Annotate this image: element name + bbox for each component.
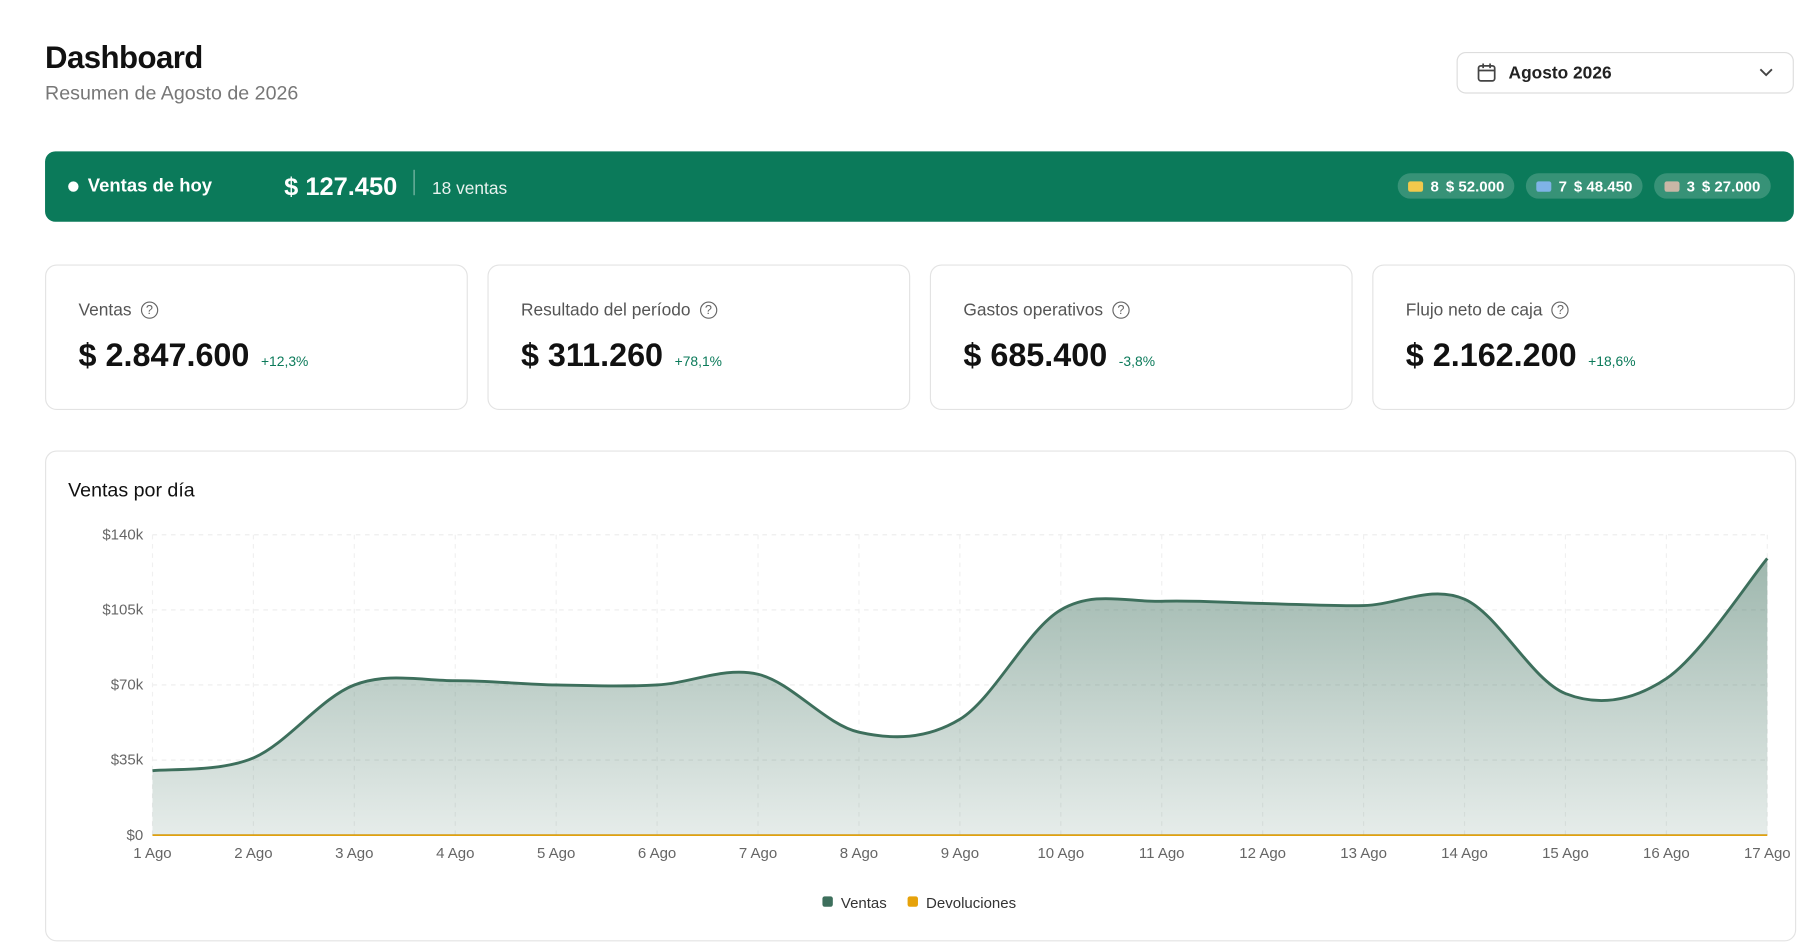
kpi-label: Ventas: [78, 300, 132, 320]
today-label: Ventas de hoy: [87, 176, 213, 197]
kpi-value-row: $ 2.847.600 +12,3%: [79, 337, 309, 374]
method-amount: $ 52.000: [1445, 177, 1505, 195]
x-tick-label: 12 Ago: [1239, 845, 1286, 862]
method-icon: [1408, 180, 1424, 192]
legend-swatch: [822, 896, 833, 907]
page-title: Dashboard: [45, 40, 203, 76]
x-tick-label: 13 Ago: [1340, 845, 1387, 862]
payment-chip: 3 $ 27.000: [1654, 173, 1771, 199]
payment-chip: 8 $ 52.000: [1398, 173, 1515, 199]
x-tick-label: 8 Ago: [840, 845, 878, 862]
x-tick-label: 1 Ago: [133, 845, 171, 862]
x-tick-label: 16 Ago: [1643, 845, 1690, 862]
kpi-label: Gastos operativos: [963, 300, 1104, 320]
kpi-label-row: Ventas?: [79, 300, 159, 320]
y-tick-label: $70k: [111, 677, 144, 694]
kpi-label: Resultado del período: [520, 300, 691, 320]
y-tick-label: $35k: [111, 752, 144, 769]
x-tick-label: 6 Ago: [638, 845, 676, 862]
x-tick-label: 10 Ago: [1037, 845, 1084, 862]
method-icon: [1536, 180, 1552, 192]
today-total: $ 127.450: [284, 172, 398, 201]
kpi-label: Flujo neto de caja: [1405, 300, 1543, 320]
kpi-card: Gastos operativos? $ 685.400 -3,8%: [929, 264, 1353, 411]
x-tick-label: 9 Ago: [941, 845, 979, 862]
method-count: 3: [1686, 177, 1695, 195]
method-count: 8: [1430, 177, 1439, 195]
kpi-value-row: $ 311.260 +78,1%: [521, 337, 722, 374]
y-tick-label: $0: [127, 827, 144, 844]
y-tick-label: $105k: [102, 602, 143, 619]
chevron: [1759, 68, 1773, 77]
method-count: 7: [1558, 177, 1567, 195]
legend-label: Ventas: [841, 895, 887, 912]
dot: [68, 181, 79, 192]
kpi-card: Resultado del período? $ 311.260 +78,1%: [487, 264, 911, 411]
month-selector[interactable]: Agosto 2026: [1456, 51, 1794, 94]
help-icon: ?: [1551, 301, 1570, 319]
method-icon: [1664, 180, 1680, 192]
x-tick-label: 3 Ago: [335, 845, 373, 862]
kpi-value: $ 685.400: [963, 337, 1108, 374]
kpi-label-row: Flujo neto de caja?: [1405, 300, 1570, 320]
series-line: [152, 557, 1769, 773]
payment-chip: 7 $ 48.450: [1526, 173, 1643, 199]
page-subtitle: Resumen de Agosto de 2026: [45, 82, 299, 104]
chart-card: Ventas por día $0 $35k $70k $105k $140k 1 Ago…: [45, 450, 1797, 942]
today-count: 18 ventas: [432, 179, 508, 199]
method-amount: $ 27.000: [1701, 177, 1761, 195]
month-label: Agosto 2026: [1508, 62, 1612, 83]
kpi-label-row: Resultado del período?: [520, 300, 718, 320]
kpi-value: $ 311.260: [520, 337, 664, 374]
help-icon: ?: [699, 301, 718, 319]
method-amount: $ 48.450: [1573, 177, 1633, 195]
payment-chips: 8 $ 52.000 7 $ 48.450 3 $ 27.000: [1387, 173, 1771, 199]
legend-label: Devoluciones: [926, 895, 1016, 912]
kpi-card: Flujo neto de caja? $ 2.162.200 +18,6%: [1372, 264, 1796, 411]
x-tick-label: 14 Ago: [1441, 845, 1488, 862]
kpi-value: $ 2.847.600: [78, 337, 250, 374]
calendar-icon: [1477, 63, 1496, 82]
kpi-value-row: $ 685.400 -3,8%: [963, 337, 1155, 374]
x-tick-label: 15 Ago: [1542, 845, 1589, 862]
kpi-change: +18,6%: [1588, 353, 1636, 370]
kpi-change: -3,8%: [1118, 353, 1156, 370]
divider: [413, 169, 415, 196]
x-tick-label: 7 Ago: [739, 845, 777, 862]
kpi-value: $ 2.162.200: [1405, 337, 1577, 374]
y-tick-label: $140k: [102, 526, 143, 543]
chart-title: Ventas por día: [68, 480, 195, 502]
kpi-card: Ventas? $ 2.847.600 +12,3%: [45, 264, 468, 411]
x-tick-label: 5 Ago: [537, 845, 575, 862]
x-tick-label: 11 Ago: [1139, 845, 1185, 862]
x-tick-label: 17 Ago: [1744, 845, 1791, 862]
today-banner: Ventas de hoy $ 127.450 18 ventas 8 $ 52.…: [45, 151, 1794, 222]
x-tick-label: 4 Ago: [436, 845, 474, 862]
kpi-change: +78,1%: [674, 353, 723, 370]
kpi-change: +12,3%: [260, 353, 309, 370]
help-icon: ?: [140, 301, 159, 319]
kpi-label-row: Gastos operativos?: [963, 300, 1130, 320]
x-tick-label: 2 Ago: [234, 845, 272, 862]
legend-swatch: [907, 896, 918, 907]
help-icon: ?: [1112, 301, 1130, 319]
kpi-value-row: $ 2.162.200 +18,6%: [1406, 337, 1636, 374]
chart: Ventas por día $0 $35k $70k $105k $140k 1 Ago…: [68, 480, 1791, 912]
area-fill: [152, 558, 1768, 836]
